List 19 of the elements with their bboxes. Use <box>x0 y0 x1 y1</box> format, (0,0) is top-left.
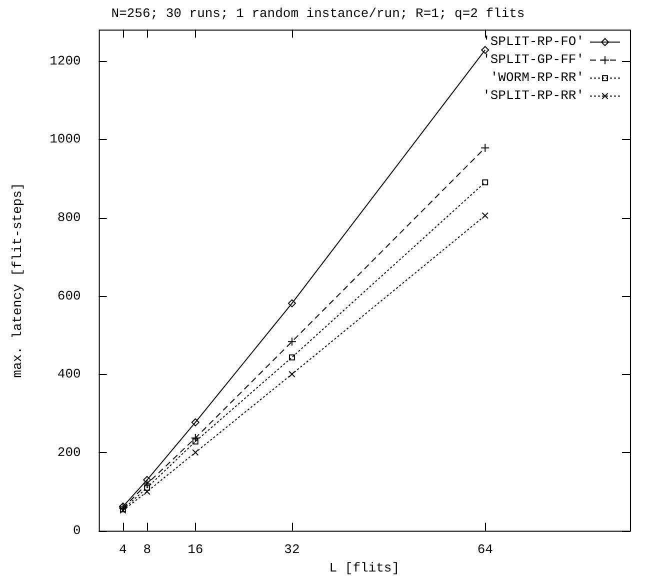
x-tick-label: 32 <box>284 542 300 558</box>
y-tick-label: 800 <box>57 210 81 225</box>
x-tick-label: 16 <box>188 542 204 558</box>
y-tick-label: 600 <box>57 288 81 304</box>
legend-label: 'SPLIT-RP-FO' <box>482 34 584 50</box>
y-tick-label: 400 <box>57 366 81 382</box>
y-axis-title: max. latency [flit-steps] <box>10 182 26 378</box>
x-tick-label: 4 <box>119 542 128 558</box>
chart-title: N=256; 30 runs; 1 random instance/run; R=1; q=2 flits <box>111 6 525 22</box>
x-tick-label: 64 <box>477 542 494 558</box>
legend-label: 'SPLIT-GP-FF' <box>482 52 584 68</box>
x-tick-label: 8 <box>143 542 151 558</box>
y-tick-label: 0 <box>72 523 81 538</box>
y-tick-label: 1200 <box>50 53 81 68</box>
legend-label: 'WORM-RP-RR' <box>490 70 584 86</box>
y-tick-label: 200 <box>57 444 81 460</box>
y-tick-label: 1000 <box>50 132 81 147</box>
legend-label: 'SPLIT-RP-RR' <box>482 88 584 104</box>
x-axis-title: L [flits] <box>329 560 400 576</box>
